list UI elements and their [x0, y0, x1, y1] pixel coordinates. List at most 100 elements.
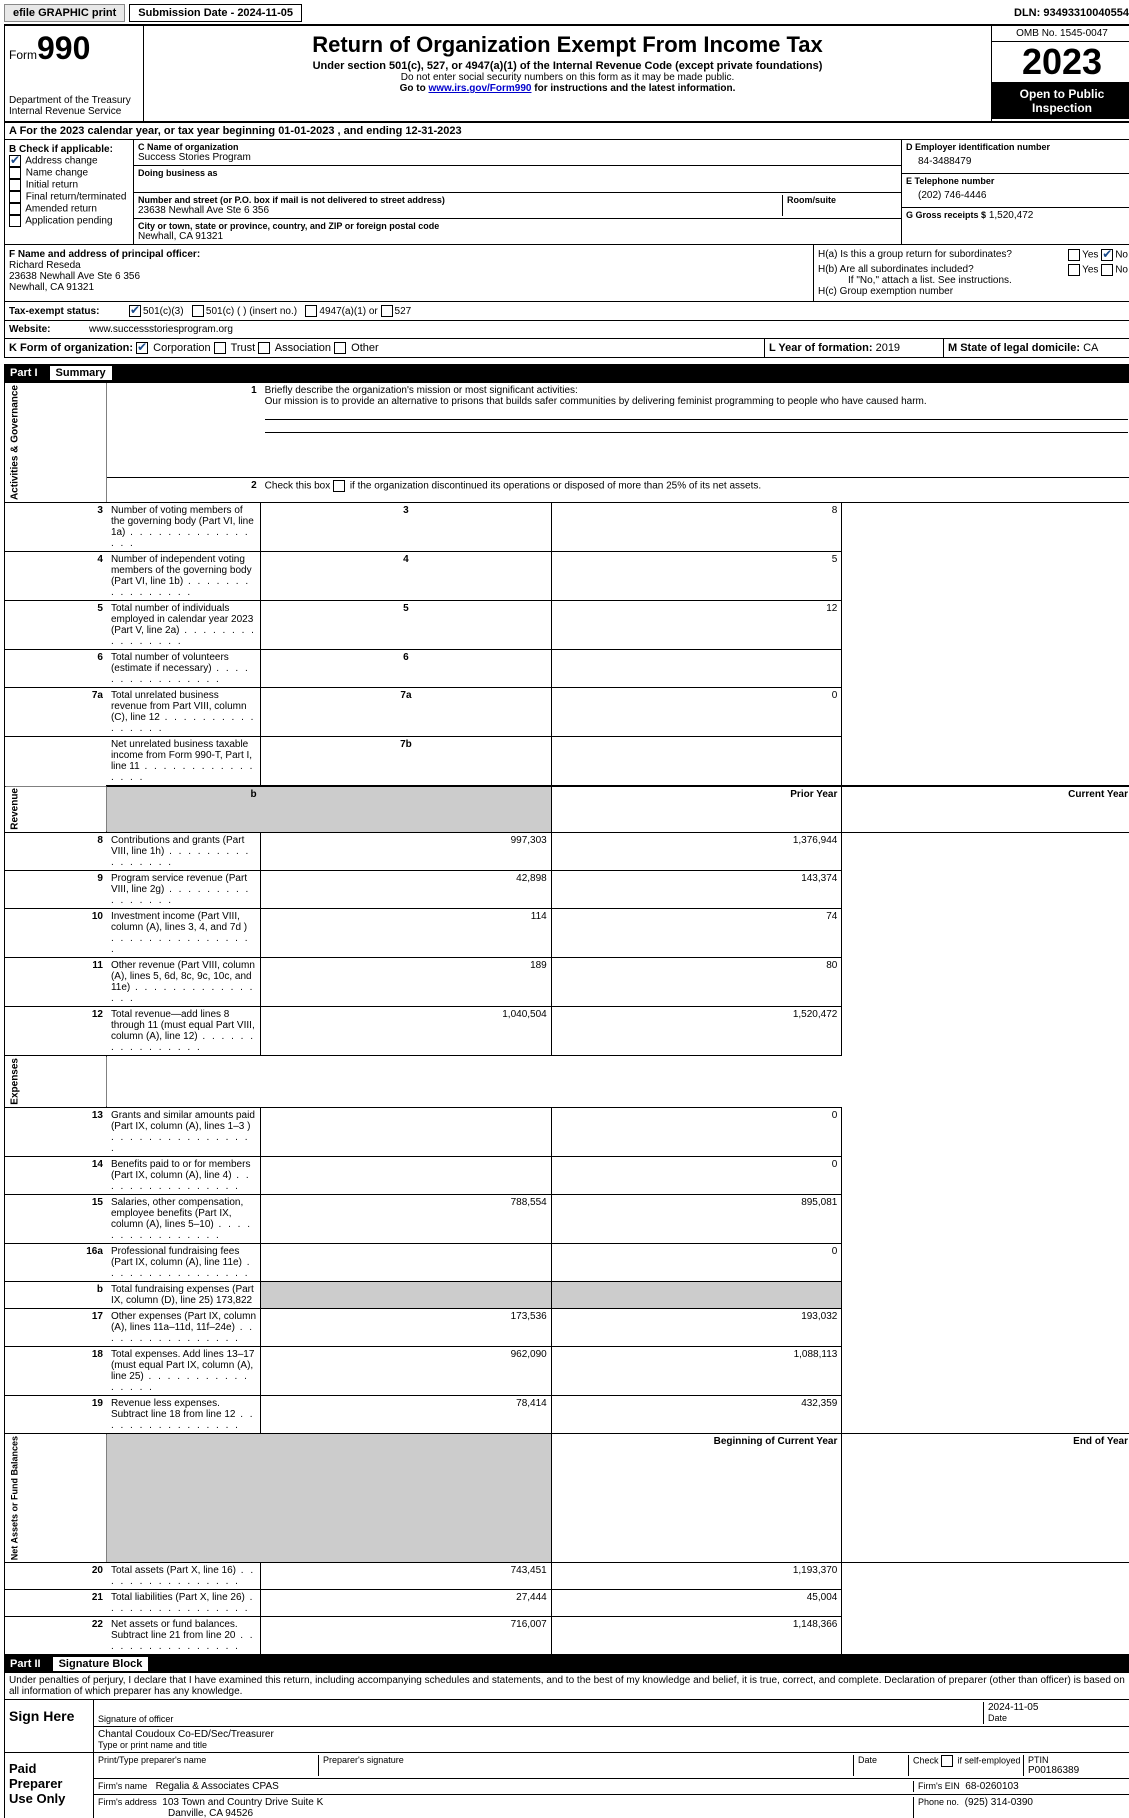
ptin-label: PTIN	[1028, 1755, 1128, 1765]
hb-yes-checkbox[interactable]	[1068, 264, 1080, 276]
summary-row: 18 Total expenses. Add lines 13–17 (must…	[5, 1347, 1129, 1396]
col-end-year: End of Year	[842, 1434, 1129, 1563]
summary-row: Net unrelated business taxable income fr…	[5, 737, 1129, 787]
efile-print-button[interactable]: efile GRAPHIC print	[4, 4, 125, 22]
officer-addr: 23638 Newhall Ave Ste 6 356	[9, 271, 809, 282]
box-b-checkbox-5[interactable]	[9, 215, 21, 227]
summary-row: 8 Contributions and grants (Part VIII, l…	[5, 833, 1129, 871]
box-b-item: Name change	[9, 167, 129, 179]
part-1-label: Part I	[10, 367, 38, 379]
website-value: www.successstoriesprogram.org	[89, 324, 233, 335]
firm-phone-value: (925) 314-0390	[965, 1797, 1033, 1808]
phone-label: E Telephone number	[906, 176, 1128, 186]
opt-assoc: Association	[275, 342, 331, 354]
summary-row: 9 Program service revenue (Part VIII, li…	[5, 871, 1129, 909]
box-b-label: Final return/terminated	[26, 192, 127, 203]
box-b-checkbox-2[interactable]	[9, 179, 21, 191]
box-d: D Employer identification number 84-3488…	[901, 140, 1129, 244]
row-f-h: F Name and address of principal officer:…	[4, 245, 1129, 302]
opt-trust: Trust	[231, 342, 256, 354]
ha-yes-checkbox[interactable]	[1068, 249, 1080, 261]
summary-row: 21 Total liabilities (Part X, line 26) 2…	[5, 1590, 1129, 1617]
row-j: Website: www.successstoriesprogram.org	[4, 321, 1129, 339]
box-b-label: Application pending	[25, 216, 112, 227]
domicile-value: CA	[1083, 342, 1098, 354]
self-employed-checkbox[interactable]	[941, 1755, 953, 1767]
domicile-label: M State of legal domicile:	[948, 342, 1080, 354]
dept-treasury: Department of the Treasury	[9, 95, 139, 106]
firm-addr-label: Firm's address	[98, 1797, 157, 1807]
form-org-label: K Form of organization:	[9, 342, 133, 354]
perjury-declaration: Under penalties of perjury, I declare th…	[5, 1673, 1129, 1699]
org-name-label: C Name of organization	[138, 142, 897, 152]
col-current-year: Current Year	[842, 786, 1129, 833]
part-2-title: Signature Block	[53, 1657, 149, 1671]
sig-date-label: Date	[988, 1713, 1128, 1723]
box-b-label: Amended return	[25, 204, 97, 215]
opt-4947: 4947(a)(1) or	[319, 306, 377, 317]
opt-501c: 501(c) ( ) (insert no.)	[206, 306, 297, 317]
ein-value: 84-3488479	[906, 152, 1128, 171]
501c3-checkbox[interactable]	[129, 305, 141, 317]
firm-addr2: Danville, CA 94526	[98, 1808, 253, 1818]
col-begin-year: Beginning of Current Year	[551, 1434, 842, 1563]
phone-value: (202) 746-4446	[906, 186, 1128, 205]
instructions-link[interactable]: www.irs.gov/Form990	[428, 83, 531, 94]
opt-other: Other	[351, 342, 379, 354]
summary-row: 17 Other expenses (Part IX, column (A), …	[5, 1309, 1129, 1347]
summary-row: 7a Total unrelated business revenue from…	[5, 688, 1129, 737]
summary-row: 3 Number of voting members of the govern…	[5, 503, 1129, 552]
summary-row: 12 Total revenue—add lines 8 through 11 …	[5, 1007, 1129, 1056]
trust-checkbox[interactable]	[214, 342, 226, 354]
summary-row: 10 Investment income (Part VIII, column …	[5, 909, 1129, 958]
ha-no-checkbox[interactable]	[1101, 249, 1113, 261]
527-checkbox[interactable]	[381, 305, 393, 317]
summary-row: 11 Other revenue (Part VIII, column (A),…	[5, 958, 1129, 1007]
box-b-item: Final return/terminated	[9, 191, 129, 203]
h-a-row: H(a) Is this a group return for subordin…	[818, 249, 1128, 260]
section-a-tax-year: A For the 2023 calendar year, or tax yea…	[4, 123, 1129, 140]
box-b-checkbox-1[interactable]	[9, 167, 21, 179]
side-label-expenses: Expenses	[5, 1056, 107, 1108]
4947-checkbox[interactable]	[305, 305, 317, 317]
prep-sig-label: Preparer's signature	[319, 1755, 854, 1776]
website-label: Website:	[9, 324, 89, 335]
box-b-checkbox-0[interactable]	[9, 155, 21, 167]
box-b-checkbox-3[interactable]	[9, 191, 21, 203]
ssn-note: Do not enter social security numbers on …	[148, 72, 987, 83]
box-b: B Check if applicable: Address change Na…	[5, 140, 134, 244]
row-klm: K Form of organization: Corporation Trus…	[4, 339, 1129, 358]
ptin-value: P00186389	[1028, 1765, 1128, 1776]
gross-value: 1,520,472	[989, 210, 1034, 221]
tax-status-label: Tax-exempt status:	[9, 306, 129, 317]
submission-date: Submission Date - 2024-11-05	[129, 4, 302, 22]
assoc-checkbox[interactable]	[258, 342, 270, 354]
box-b-item: Amended return	[9, 203, 129, 215]
summary-row: 5 Total number of individuals employed i…	[5, 601, 1129, 650]
street-address: 23638 Newhall Ave Ste 6 356	[138, 205, 778, 216]
officer-name-label: Type or print name and title	[98, 1740, 1128, 1750]
summary-row: 13 Grants and similar amounts paid (Part…	[5, 1108, 1129, 1157]
hb-no-checkbox[interactable]	[1101, 264, 1113, 276]
side-label-governance: Activities & Governance	[5, 383, 107, 503]
part-1-header: Part I Summary	[4, 364, 1129, 382]
summary-row: 20 Total assets (Part X, line 16) 743,45…	[5, 1563, 1129, 1590]
other-checkbox[interactable]	[334, 342, 346, 354]
501c-checkbox[interactable]	[192, 305, 204, 317]
corp-checkbox[interactable]	[136, 342, 148, 354]
box-b-label: Name change	[26, 168, 88, 179]
line-2-text: Check this box	[265, 481, 333, 492]
line-2-checkbox[interactable]	[333, 480, 345, 492]
form-title: Return of Organization Exempt From Incom…	[148, 32, 987, 58]
omb-number: OMB No. 1545-0047	[992, 26, 1129, 42]
box-b-checkbox-4[interactable]	[9, 203, 21, 215]
summary-row: 19 Revenue less expenses. Subtract line …	[5, 1396, 1129, 1434]
sign-here-label: Sign Here	[5, 1700, 94, 1752]
form-number: Form990	[9, 30, 139, 67]
row-i: Tax-exempt status: 501(c)(3) 501(c) ( ) …	[4, 302, 1129, 321]
self-emp-text2: if self-employed	[955, 1756, 1021, 1766]
top-bar: efile GRAPHIC print Submission Date - 20…	[4, 4, 1129, 25]
year-formation-value: 2019	[876, 342, 900, 354]
box-b-title: B Check if applicable:	[9, 144, 129, 155]
opt-527: 527	[395, 306, 412, 317]
